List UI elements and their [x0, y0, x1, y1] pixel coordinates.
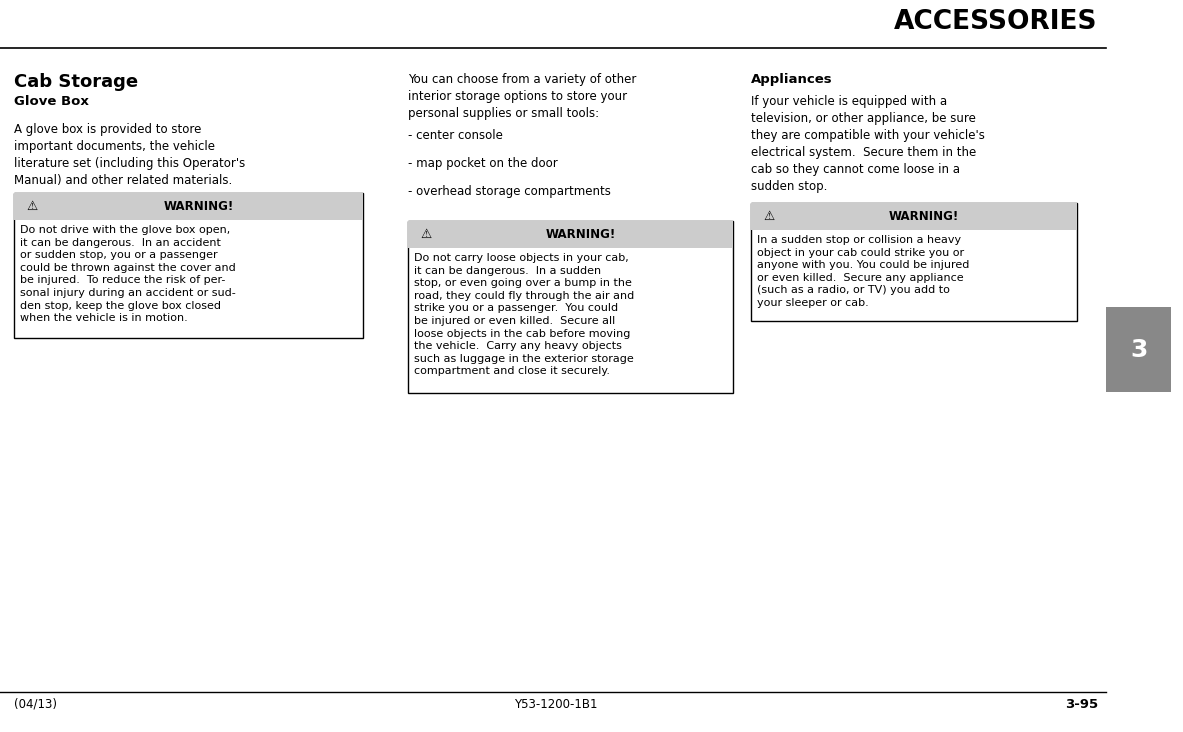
Text: ⚠: ⚠: [26, 200, 38, 213]
Text: - map pocket on the door: - map pocket on the door: [408, 157, 558, 171]
FancyBboxPatch shape: [14, 193, 363, 338]
Text: 3-95: 3-95: [1065, 698, 1098, 711]
Text: ⚠: ⚠: [763, 210, 775, 223]
Text: WARNING!: WARNING!: [545, 228, 616, 242]
FancyBboxPatch shape: [14, 193, 363, 220]
Text: - overhead storage compartments: - overhead storage compartments: [408, 185, 610, 198]
Text: 3: 3: [1130, 337, 1148, 362]
FancyBboxPatch shape: [408, 221, 733, 393]
Text: ACCESSORIES: ACCESSORIES: [894, 9, 1098, 35]
Text: - center console: - center console: [408, 130, 503, 142]
Text: Glove Box: Glove Box: [14, 95, 89, 108]
FancyBboxPatch shape: [408, 221, 733, 248]
Text: ⚠: ⚠: [420, 228, 432, 242]
Text: If your vehicle is equipped with a
television, or other appliance, be sure
they : If your vehicle is equipped with a telev…: [751, 95, 985, 193]
Text: Appliances: Appliances: [751, 73, 833, 86]
Text: Do not drive with the glove box open,
it can be dangerous.  In an accident
or su: Do not drive with the glove box open, it…: [20, 225, 235, 323]
Text: You can choose from a variety of other
interior storage options to store your
pe: You can choose from a variety of other i…: [408, 73, 636, 120]
Text: A glove box is provided to store
important documents, the vehicle
literature set: A glove box is provided to store importa…: [14, 123, 245, 187]
Text: Do not carry loose objects in your cab,
it can be dangerous.  In a sudden
stop, : Do not carry loose objects in your cab, …: [414, 253, 634, 376]
Text: Cab Storage: Cab Storage: [14, 73, 138, 92]
Text: In a sudden stop or collision a heavy
object in your cab could strike you or
any: In a sudden stop or collision a heavy ob…: [757, 235, 970, 308]
Text: (04/13): (04/13): [14, 698, 57, 711]
FancyBboxPatch shape: [1106, 307, 1171, 392]
Text: WARNING!: WARNING!: [888, 210, 959, 223]
FancyBboxPatch shape: [751, 203, 1077, 321]
FancyBboxPatch shape: [751, 203, 1077, 230]
Text: WARNING!: WARNING!: [163, 200, 234, 213]
Text: Y53-1200-1B1: Y53-1200-1B1: [515, 698, 597, 711]
